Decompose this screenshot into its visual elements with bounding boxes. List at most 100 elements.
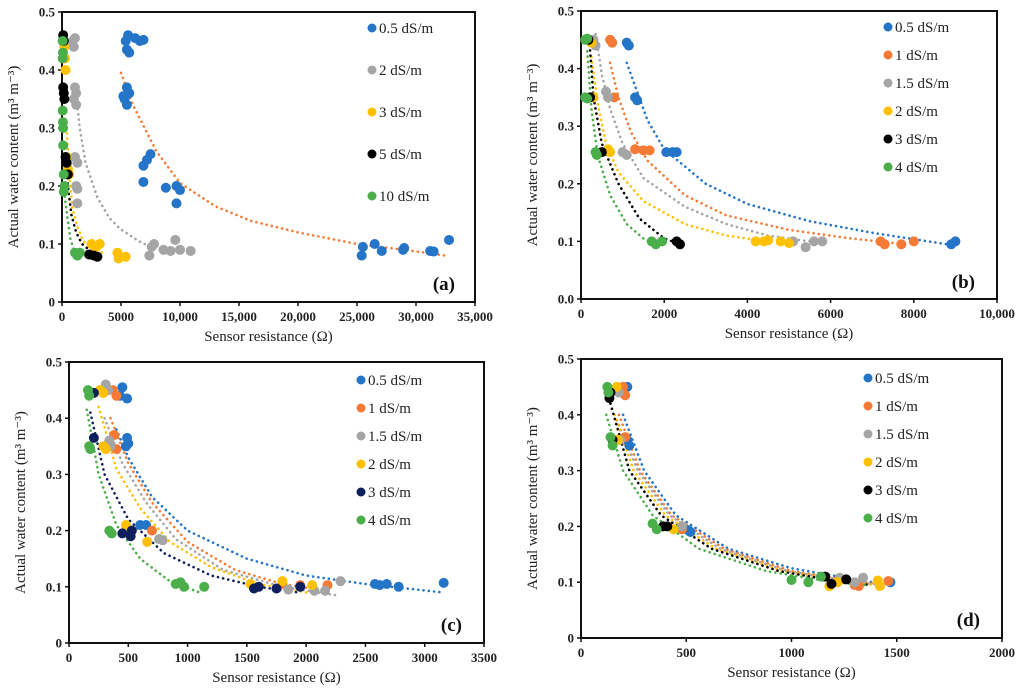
legend-marker [883,134,893,144]
data-point [69,33,80,44]
legend-label: 2 dS/m [875,455,918,471]
x-tick-label: 2000 [989,645,1015,660]
data-point [126,525,137,536]
data-point [605,432,616,443]
data-point [849,577,860,588]
y-axis-label: Actual water content (m³ m⁻³) [525,407,541,590]
trendline-10-dS-m [62,184,76,252]
trendline-1-5-dS-m [615,419,882,587]
data-point [72,183,83,194]
data-point [92,251,103,262]
legend-label: 1.5 dS/m [368,429,423,445]
x-tick-label: 10,000 [979,306,1015,321]
data-point [428,246,439,257]
data-point [800,242,811,253]
data-point [72,198,83,209]
x-tick-label: 8000 [901,306,927,321]
y-tick-label: 0.1 [558,234,574,249]
legend-marker [367,149,377,159]
trendline-1-dS-m [109,416,320,591]
data-point [874,581,885,592]
legend-label: 0.5 dS/m [875,371,930,387]
data-point [68,41,79,52]
data-point [381,578,392,589]
data-point [307,580,318,591]
data-point [175,244,185,255]
data-point [179,581,190,592]
data-point [68,94,79,104]
data-point [826,578,837,589]
data-point [356,250,367,261]
data-point [630,144,641,155]
y-tick-label: 0.3 [46,467,63,482]
data-point [60,65,71,75]
x-tick-label: 0 [59,309,66,324]
data-point [58,140,69,151]
data-point [120,251,131,262]
trendline-3-dS-m [588,38,683,246]
data-point [438,577,449,588]
data-point [170,234,181,245]
data-point [72,157,83,168]
data-point [149,239,160,249]
data-point [603,387,614,398]
trendline-2-dS-m [613,413,878,587]
data-point [685,526,696,537]
data-point [376,245,387,256]
legend-marker [863,429,873,439]
data-point [607,37,618,48]
data-point [883,576,894,587]
legend-marker [367,107,377,117]
y-axis-label: Actual water content (m³ m⁻³) [6,66,22,249]
data-point [57,105,68,116]
legend-label: 1.5 dS/m [895,76,950,92]
legend-label: 1 dS/m [875,399,918,415]
legend-label: 4 dS/m [875,511,918,527]
legend-label: 0.5 dS/m [379,21,434,37]
data-point [124,47,135,58]
legend-marker [863,373,873,383]
data-point [283,584,294,595]
legend-marker [356,403,366,413]
x-tick-label: 35,000 [457,309,493,324]
x-axis-label: Sensor resistance (Ω) [212,670,341,686]
trendline-3-dS-m [65,126,105,254]
chart-panel-c: 0 500 1000 1500 2000 2500 3000 3500 0 0.1 0.2 0.3 0.… [13,355,497,687]
x-tick-label: 1500 [884,645,910,660]
y-tick-label: 0.1 [46,579,62,594]
data-point [763,235,774,246]
data-point [335,576,346,587]
chart-panel-d: 0 500 1000 1500 2000 0 0.1 0.2 0.3 0.4 0.5 Sensor r… [525,352,1015,682]
data-point [621,150,632,160]
plot-frame [580,10,998,300]
chart-panel-a: 0 5000 10,000 15,000 20,000 25,000 30,000 35,00… [6,5,493,346]
data-point [671,147,682,158]
legend-label: 0.5 dS/m [895,20,950,36]
data-point [142,536,153,547]
data-point [896,239,907,250]
x-tick-label: 4000 [734,306,760,321]
data-point [147,525,157,536]
legend-label: 2 dS/m [368,457,411,473]
data-point [123,438,134,449]
data-point [61,157,72,168]
x-tick-label: 20,000 [280,309,316,324]
legend-marker [883,162,893,172]
data-point [144,250,155,261]
x-axis-label: Sensor resistance (Ω) [725,326,854,342]
y-tick-label: 0.4 [46,411,63,426]
data-point [908,236,919,247]
data-point [786,574,797,585]
data-point [58,123,69,133]
x-tick-label: 15,000 [221,309,257,324]
data-point [171,198,182,209]
data-point [57,36,68,46]
y-tick-label: 0.5 [558,4,575,19]
data-point [145,149,156,160]
trendline-0-5-dS-m [119,71,447,257]
x-tick-label: 30,000 [398,309,434,324]
legend-label: 10 dS/m [379,189,430,205]
data-point [157,535,168,546]
data-point [117,528,128,539]
